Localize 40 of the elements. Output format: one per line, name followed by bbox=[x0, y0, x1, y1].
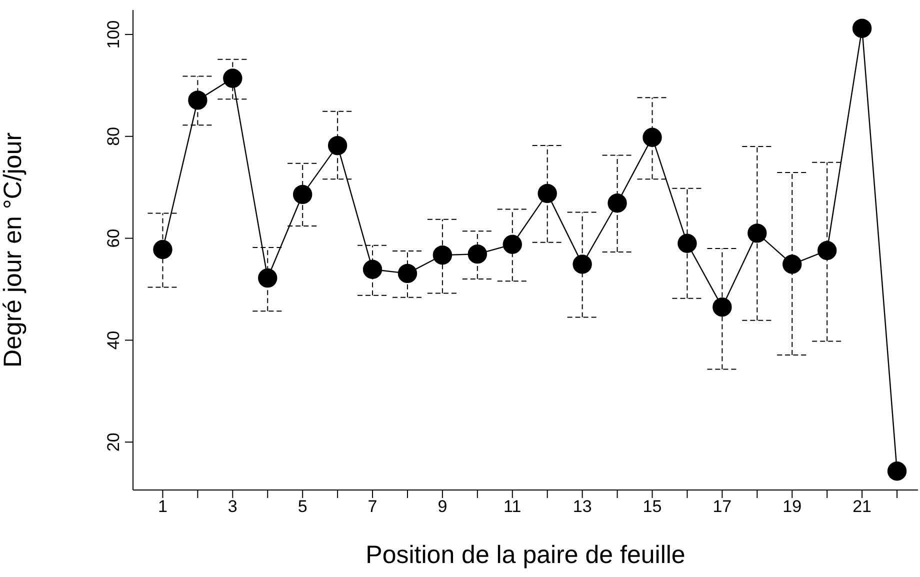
x-tick-label: 3 bbox=[228, 497, 238, 516]
point bbox=[608, 194, 627, 213]
x-tick-label: 7 bbox=[368, 497, 378, 516]
point bbox=[887, 462, 907, 481]
x-tick-label: 1 bbox=[158, 497, 168, 516]
point bbox=[398, 264, 418, 284]
point bbox=[432, 245, 452, 265]
point bbox=[642, 128, 662, 147]
point bbox=[538, 184, 557, 204]
point bbox=[188, 90, 208, 110]
point bbox=[572, 254, 592, 274]
x-tick-label: 21 bbox=[852, 497, 872, 516]
y-axis-title: Degré jour en °C/jour bbox=[0, 132, 27, 368]
point bbox=[223, 68, 242, 88]
x-tick-label: 15 bbox=[642, 497, 662, 516]
point bbox=[817, 240, 837, 260]
point bbox=[362, 260, 382, 279]
x-tick-label: 19 bbox=[782, 497, 802, 516]
x-tick-label: 11 bbox=[504, 497, 522, 516]
x-axis-title: Position de la paire de feuille bbox=[366, 541, 686, 569]
point bbox=[502, 234, 522, 254]
x-tick-label: 5 bbox=[298, 497, 308, 516]
y-tick-label: 40 bbox=[104, 330, 123, 350]
point bbox=[748, 224, 767, 243]
y-tick-label: 60 bbox=[104, 228, 123, 248]
y-tick-label: 100 bbox=[104, 20, 123, 49]
point bbox=[712, 297, 732, 317]
y-tick-label: 20 bbox=[104, 432, 123, 452]
point bbox=[292, 184, 312, 204]
point bbox=[468, 244, 488, 264]
point bbox=[852, 18, 872, 38]
y-tick-label: 80 bbox=[104, 126, 123, 146]
point bbox=[678, 234, 697, 253]
point bbox=[782, 254, 802, 274]
x-tick-label: 9 bbox=[438, 497, 448, 516]
point bbox=[328, 136, 348, 156]
point bbox=[258, 268, 278, 288]
x-tick-label: 17 bbox=[712, 497, 732, 516]
x-tick-label: 13 bbox=[572, 497, 592, 516]
point bbox=[153, 240, 172, 260]
